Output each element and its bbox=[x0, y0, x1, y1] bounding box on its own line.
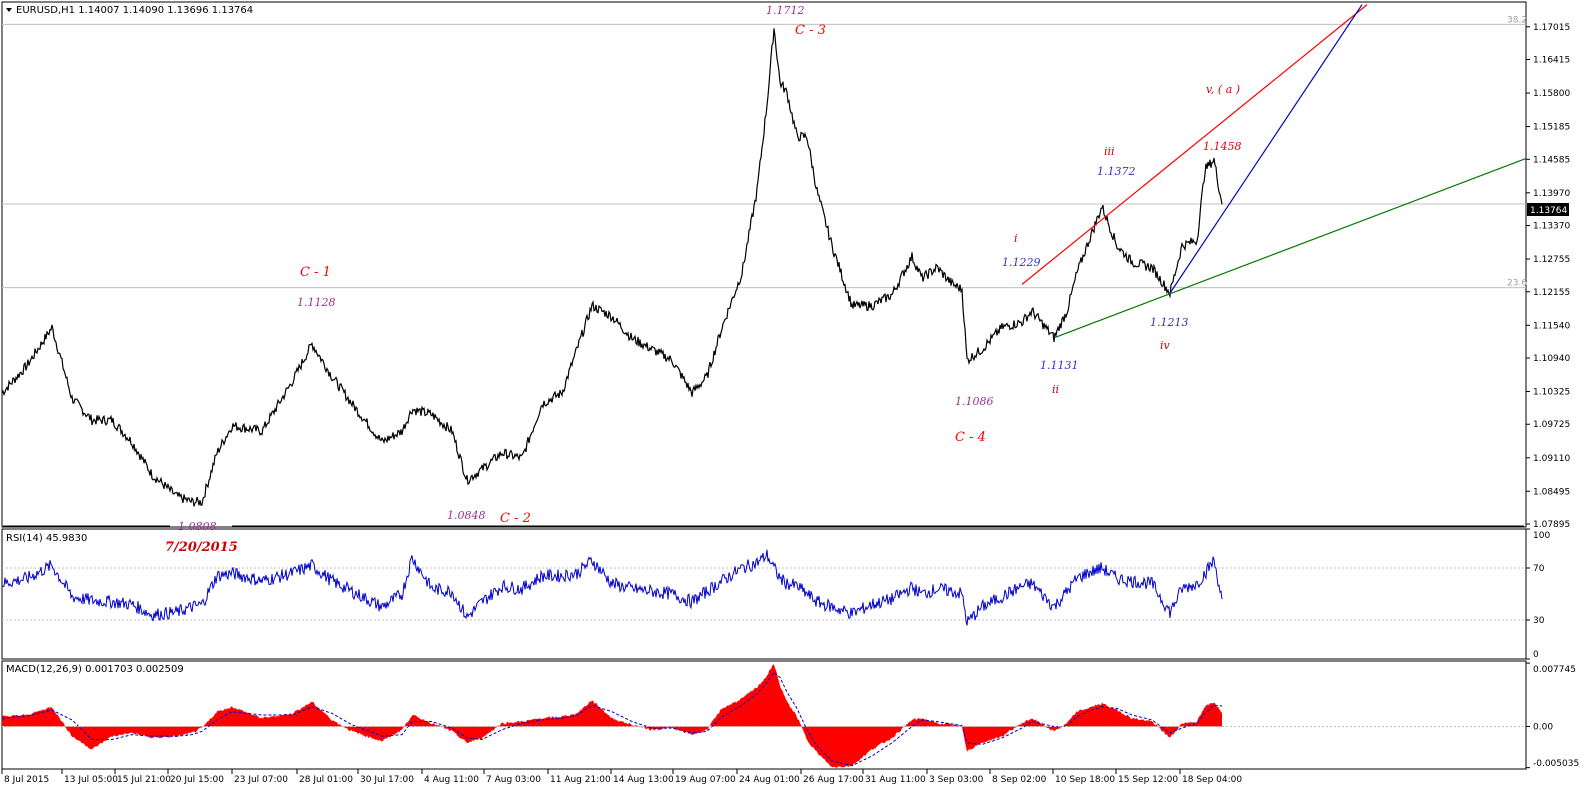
label-c4: C - 4 bbox=[955, 430, 986, 445]
x-axis-tick-label: 26 Aug 17:00 bbox=[803, 775, 864, 785]
fib-level-label: 23.6 bbox=[1507, 279, 1527, 289]
y-axis-tick-label: 1.12155 bbox=[1533, 288, 1570, 298]
x-axis-tick-label: 15 Sep 12:00 bbox=[1118, 775, 1178, 785]
x-axis-tick-label: 8 Sep 02:00 bbox=[992, 775, 1047, 785]
x-axis-tick-label: 7 Aug 03:00 bbox=[486, 775, 541, 785]
label-wave-iv-price: 1.1213 bbox=[1150, 316, 1189, 329]
x-axis-tick-label: 20 Jul 15:00 bbox=[170, 775, 224, 785]
rsi-axis-tick-label: 70 bbox=[1533, 564, 1545, 574]
green-trend-line[interactable] bbox=[1053, 157, 1527, 339]
macd-signal-line bbox=[2, 671, 1223, 767]
label-wave-iii-price: 1.1372 bbox=[1097, 165, 1136, 178]
y-axis-tick-label: 1.10940 bbox=[1533, 354, 1570, 364]
x-axis-tick-label: 8 Jul 2015 bbox=[4, 775, 49, 785]
x-axis-tick-label: 3 Sep 03:00 bbox=[929, 775, 984, 785]
label-wave-ii: ii bbox=[1052, 383, 1059, 396]
y-axis-tick-label: 1.12755 bbox=[1533, 255, 1570, 265]
rsi-axis-tick-label: 30 bbox=[1533, 616, 1545, 626]
label-wave-i-price: 1.1229 bbox=[1002, 256, 1041, 269]
y-axis-tick-label: 1.10325 bbox=[1533, 388, 1570, 398]
label-low-price: 1.0808 bbox=[178, 520, 217, 533]
rsi-panel[interactable] bbox=[1, 528, 1527, 660]
x-axis-tick-label: 31 Aug 11:00 bbox=[865, 775, 926, 785]
fib-level-label: 38.2 bbox=[1507, 15, 1527, 25]
label-wave-i: i bbox=[1014, 232, 1018, 245]
rsi-header: RSI(14) 45.9830 bbox=[6, 533, 87, 544]
x-axis-tick-label: 24 Aug 01:00 bbox=[739, 775, 800, 785]
x-axis-tick-label: 13 Jul 05:00 bbox=[64, 775, 118, 785]
label-c1-price: 1.1128 bbox=[297, 296, 336, 309]
label-wave-v-price: 1.1458 bbox=[1203, 140, 1242, 153]
y-axis-tick-label: 1.13370 bbox=[1533, 222, 1570, 232]
red-trend-line[interactable] bbox=[1021, 4, 1368, 285]
y-axis-tick-label: 1.11540 bbox=[1533, 321, 1570, 331]
label-low-date: 7/20/2015 bbox=[165, 540, 238, 555]
y-axis-tick-label: 1.15185 bbox=[1533, 123, 1570, 133]
symbol-header: EURUSD,H1 1.14007 1.14090 1.13696 1.1376… bbox=[6, 5, 253, 16]
macd-header: MACD(12,26,9) 0.001703 0.002509 bbox=[6, 664, 184, 675]
y-axis-tick-label: 1.09725 bbox=[1533, 420, 1570, 430]
x-axis-tick-label: 28 Jul 01:00 bbox=[299, 775, 353, 785]
label-wave-ii-price: 1.1131 bbox=[1040, 359, 1079, 372]
label-c3: C - 3 bbox=[795, 23, 826, 38]
macd-axis-tick-label: 0.007745 bbox=[1533, 665, 1576, 675]
chevron-down-icon[interactable] bbox=[6, 8, 12, 12]
label-c2-price: 1.0848 bbox=[447, 509, 486, 522]
x-axis-tick-label: 23 Jul 07:00 bbox=[234, 775, 288, 785]
label-c4-price: 1.1086 bbox=[955, 395, 994, 408]
y-axis-tick-label: 1.08495 bbox=[1533, 487, 1570, 497]
y-axis-tick-label: 1.15800 bbox=[1533, 89, 1570, 99]
current-price-tag bbox=[1527, 203, 1569, 216]
y-axis-tick-label: 1.17015 bbox=[1533, 23, 1570, 33]
label-wave-iii: iii bbox=[1104, 145, 1115, 158]
symbol-header-text: EURUSD,H1 1.14007 1.14090 1.13696 1.1376… bbox=[16, 5, 253, 16]
y-axis-tick-label: 1.09110 bbox=[1533, 454, 1570, 464]
y-axis-tick-label: 1.14585 bbox=[1533, 155, 1570, 165]
rsi-line bbox=[2, 549, 1223, 626]
x-axis-tick-label: 4 Aug 11:00 bbox=[424, 775, 479, 785]
x-axis-tick-label: 11 Aug 21:00 bbox=[550, 775, 611, 785]
y-axis-tick-label: 1.07895 bbox=[1533, 520, 1570, 530]
x-axis-tick-label: 10 Sep 18:00 bbox=[1055, 775, 1115, 785]
macd-axis-tick-label: 0.00 bbox=[1533, 722, 1553, 732]
macd-axis-tick-label: -0.005035 bbox=[1533, 759, 1579, 769]
y-axis-tick-label: 1.13970 bbox=[1533, 189, 1570, 199]
x-axis-tick-label: 19 Aug 07:00 bbox=[675, 775, 736, 785]
macd-histogram bbox=[2, 664, 1222, 768]
blue-trend-line[interactable] bbox=[1169, 4, 1363, 294]
label-wave-v: v, ( a ) bbox=[1206, 83, 1240, 96]
x-axis-tick-label: 30 Jul 17:00 bbox=[360, 775, 414, 785]
y-axis-tick-label: 1.16415 bbox=[1533, 56, 1570, 66]
price-series-line bbox=[2, 28, 1223, 507]
rsi-axis-tick-label: 100 bbox=[1533, 531, 1550, 541]
label-c3-price: 1.1712 bbox=[766, 4, 805, 17]
main-price-panel[interactable] bbox=[1, 1, 1527, 528]
label-c2: C - 2 bbox=[500, 511, 531, 526]
x-axis-tick-label: 15 Jul 21:00 bbox=[117, 775, 171, 785]
x-axis-tick-label: 14 Aug 13:00 bbox=[613, 775, 674, 785]
x-axis-tick-label: 18 Sep 04:00 bbox=[1182, 775, 1242, 785]
current-price-tag-text: 1.13764 bbox=[1530, 206, 1567, 216]
rsi-axis-tick-label: 0 bbox=[1533, 650, 1539, 660]
label-wave-iv: iv bbox=[1160, 339, 1171, 352]
label-c1: C - 1 bbox=[300, 265, 331, 280]
